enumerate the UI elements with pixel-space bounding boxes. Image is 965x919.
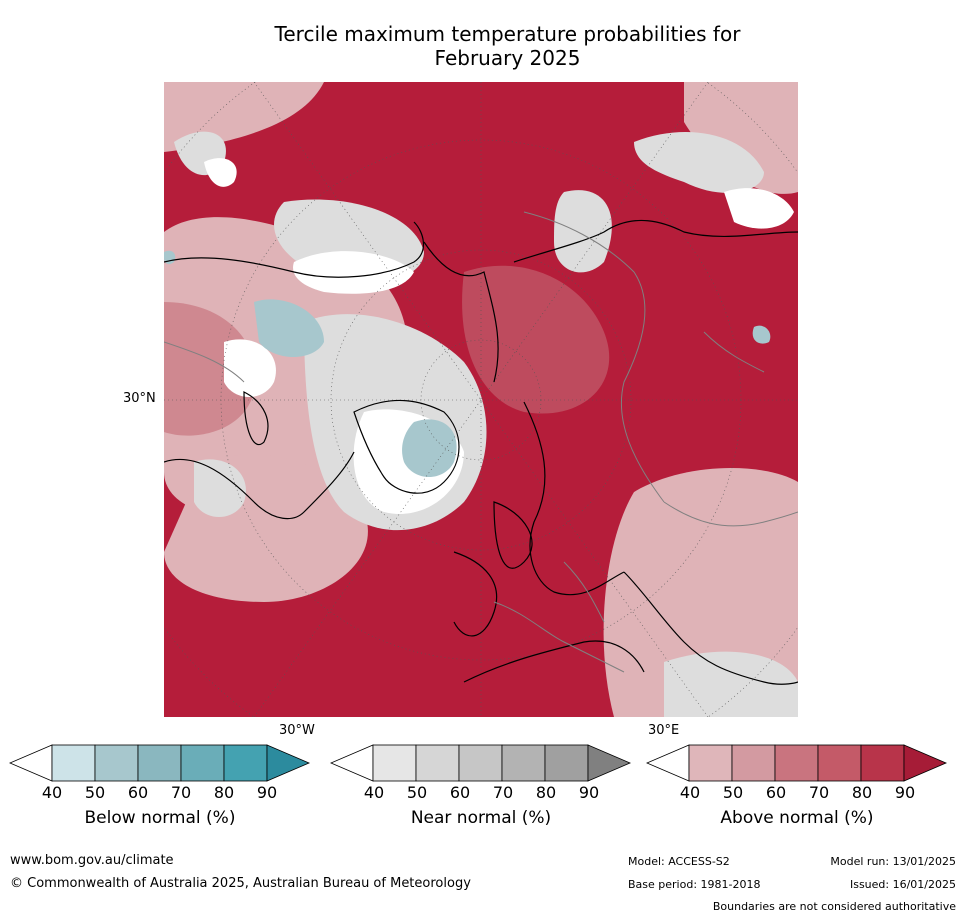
colorbar-below-normal-title: Below normal (%) [84, 808, 236, 828]
colorbar-swatch [731, 744, 776, 782]
tick-label: 90 [256, 783, 278, 802]
tick-label: 50 [84, 783, 106, 802]
colorbar-swatch [860, 744, 905, 782]
footer-base-period: Base period: 1981-2018 [628, 878, 761, 891]
longitude-label-30w: 30°W [279, 723, 315, 738]
colorbar-swatch [544, 744, 589, 782]
colorbar-near-normal-ticks: 40 50 60 70 80 90 [364, 783, 599, 803]
coastlines [164, 219, 798, 685]
colorbar-max-extension [903, 744, 948, 782]
tick-label: 50 [406, 783, 428, 802]
tick-label: 60 [765, 783, 787, 802]
title-line-2: February 2025 [434, 46, 581, 70]
colorbar-near-normal [330, 744, 632, 782]
above-normal-mid-areas [164, 265, 610, 436]
below-normal-areas [164, 250, 771, 477]
colorbar-swatch [817, 744, 862, 782]
tick-label: 60 [449, 783, 471, 802]
colorbar-near-normal-swatches [330, 744, 632, 782]
tick-label: 90 [894, 783, 916, 802]
tick-label: 80 [851, 783, 873, 802]
footer-url: www.bom.gov.au/climate [10, 853, 174, 868]
tick-label: 70 [492, 783, 514, 802]
colorbar-swatch [180, 744, 225, 782]
colorbar-max-extension [266, 744, 311, 782]
tick-label: 90 [578, 783, 600, 802]
tick-label: 80 [213, 783, 235, 802]
title-line-1: Tercile maximum temperature probabilitie… [274, 22, 741, 46]
footer-copyright: © Commonwealth of Australia 2025, Austra… [10, 876, 471, 891]
tick-label: 60 [127, 783, 149, 802]
country-borders [164, 211, 798, 673]
colorbar-max-extension [587, 744, 632, 782]
tick-label: 40 [679, 783, 701, 802]
colorbar-above-normal-title: Above normal (%) [720, 808, 874, 828]
graticule [164, 82, 798, 717]
colorbar-swatch [372, 744, 417, 782]
colorbar-swatch [688, 744, 733, 782]
colorbar-min-extension [646, 744, 690, 782]
footer-issued: Issued: 16/01/2025 [849, 878, 956, 891]
colorbar-swatch [415, 744, 460, 782]
tick-label: 80 [535, 783, 557, 802]
tick-label: 40 [363, 783, 385, 802]
colorbar-min-extension [330, 744, 374, 782]
colorbar-swatch [94, 744, 139, 782]
probability-map [164, 82, 798, 717]
footer-model: Model: ACCESS-S2 [628, 855, 730, 868]
colorbar-swatch [774, 744, 819, 782]
colorbar-swatch [51, 744, 96, 782]
colorbar-near-normal-title: Near normal (%) [410, 808, 552, 828]
colorbar-swatch [501, 744, 546, 782]
colorbar-below-normal-swatches [9, 744, 311, 782]
colorbar-swatch [458, 744, 503, 782]
colorbar-swatch [137, 744, 182, 782]
colorbar-swatch [223, 744, 268, 782]
footer-disclaimer: Boundaries are not considered authoritat… [712, 900, 956, 913]
tick-label: 70 [808, 783, 830, 802]
map-title: Tercile maximum temperature probabilitie… [160, 22, 855, 70]
colorbar-above-normal [646, 744, 948, 782]
colorbar-above-normal-swatches [646, 744, 948, 782]
latitude-label-30n: 30°N [123, 391, 156, 406]
tick-label: 70 [170, 783, 192, 802]
colorbar-above-normal-ticks: 40 50 60 70 80 90 [680, 783, 915, 803]
colorbar-min-extension [9, 744, 53, 782]
tick-label: 50 [722, 783, 744, 802]
map-canvas [164, 82, 798, 717]
colorbar-below-normal [9, 744, 311, 782]
tick-label: 40 [41, 783, 63, 802]
longitude-label-30e: 30°E [648, 723, 680, 738]
colorbar-below-normal-ticks: 40 50 60 70 80 90 [42, 783, 277, 803]
footer-model-run: Model run: 13/01/2025 [830, 855, 956, 868]
